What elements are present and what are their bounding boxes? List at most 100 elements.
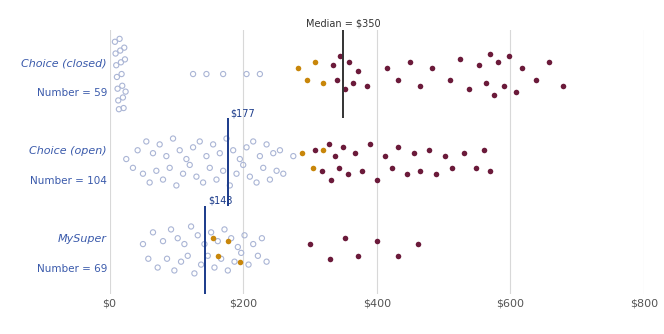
Text: MySuper: MySuper <box>58 234 107 244</box>
Point <box>206 230 216 235</box>
Point <box>301 77 312 82</box>
Point <box>169 268 180 273</box>
Point <box>386 165 397 171</box>
Point <box>268 151 279 156</box>
Point <box>318 80 329 86</box>
Point <box>238 162 248 168</box>
Point <box>393 77 404 82</box>
Point <box>191 174 202 179</box>
Point <box>254 71 265 77</box>
Point <box>118 105 129 111</box>
Point <box>114 36 125 41</box>
Point <box>405 60 416 65</box>
Point <box>318 148 329 153</box>
Point <box>199 241 210 247</box>
Point <box>278 171 289 176</box>
Point <box>333 165 344 171</box>
Point <box>222 268 233 273</box>
Point <box>218 168 228 173</box>
Point <box>243 262 254 267</box>
Point <box>117 83 127 89</box>
Point <box>113 98 124 103</box>
Text: Number = 69: Number = 69 <box>37 264 107 274</box>
Point <box>186 224 197 229</box>
Point <box>132 148 143 153</box>
Point <box>228 148 238 153</box>
Point <box>339 86 350 92</box>
Point <box>365 142 375 147</box>
Point <box>147 151 158 156</box>
Point <box>413 241 424 247</box>
Point <box>208 142 218 147</box>
Point <box>338 145 349 150</box>
Point <box>176 259 187 264</box>
Point <box>193 232 203 238</box>
Point <box>393 145 404 150</box>
Point <box>198 180 208 185</box>
Point <box>144 180 155 185</box>
Point <box>168 136 179 141</box>
Point <box>116 60 126 65</box>
Point <box>221 136 232 141</box>
Point <box>158 238 169 244</box>
Point <box>415 168 426 173</box>
Point <box>185 162 195 168</box>
Point <box>147 230 158 235</box>
Point <box>120 57 130 62</box>
Text: Choice (open): Choice (open) <box>29 146 107 156</box>
Point <box>165 165 175 171</box>
Point <box>489 92 500 97</box>
Text: Median = $350: Median = $350 <box>306 18 380 28</box>
Point <box>415 83 426 89</box>
Point <box>209 265 220 270</box>
Point <box>353 253 363 259</box>
Point <box>232 244 243 250</box>
Point <box>110 39 120 44</box>
Text: Choice (closed): Choice (closed) <box>21 58 107 68</box>
Point <box>531 77 541 82</box>
Point <box>310 60 321 65</box>
Point <box>493 60 504 65</box>
Point <box>216 256 226 262</box>
Point <box>251 180 262 185</box>
Point <box>544 60 554 65</box>
Point <box>248 241 258 247</box>
Point <box>161 153 172 159</box>
Point <box>248 139 258 144</box>
Point <box>455 57 465 62</box>
Point <box>323 142 334 147</box>
Point <box>517 65 528 71</box>
Point <box>446 165 457 171</box>
Point <box>141 139 151 144</box>
Point <box>372 238 382 244</box>
Point <box>424 148 434 153</box>
Point <box>463 86 474 92</box>
Point <box>120 89 131 94</box>
Point <box>308 165 319 171</box>
Text: Number = 59: Number = 59 <box>37 89 107 99</box>
Point <box>219 227 230 232</box>
Point <box>293 65 303 71</box>
Point <box>137 241 148 247</box>
Point <box>115 48 125 53</box>
Text: Number = 104: Number = 104 <box>30 176 107 186</box>
Point <box>241 71 252 77</box>
Point <box>143 256 153 262</box>
Point <box>158 177 169 182</box>
Point <box>239 232 250 238</box>
Point <box>361 83 372 89</box>
Point <box>335 54 345 59</box>
Point <box>119 45 129 50</box>
Point <box>264 177 276 182</box>
Point <box>430 171 441 176</box>
Point <box>175 148 185 153</box>
Point <box>426 65 437 71</box>
Point <box>504 54 515 59</box>
Point <box>189 271 200 276</box>
Point <box>201 153 212 159</box>
Point <box>297 151 307 156</box>
Point <box>110 51 121 56</box>
Point <box>162 256 173 262</box>
Point <box>234 259 245 264</box>
Point <box>173 235 183 241</box>
